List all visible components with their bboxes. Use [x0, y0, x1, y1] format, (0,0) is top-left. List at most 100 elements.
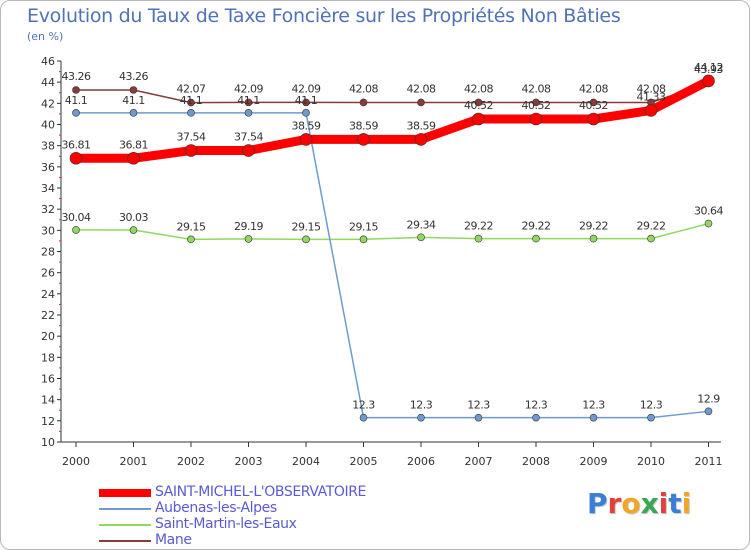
x-tick-label: 2008: [522, 455, 550, 468]
data-point: [647, 413, 655, 422]
data-point: [529, 112, 543, 126]
legend-label: Mane: [155, 532, 192, 548]
y-tick-label: 36: [41, 161, 55, 174]
data-label: 12.3: [352, 399, 375, 412]
data-label: 41.33: [637, 90, 666, 103]
data-label: 40.52: [464, 99, 493, 112]
data-label: 42.07: [177, 83, 206, 96]
data-label: 29.15: [292, 220, 321, 233]
x-tick-label: 2007: [465, 455, 493, 468]
data-label: 41.1: [295, 94, 318, 107]
x-tick-label: 2004: [292, 455, 320, 468]
data-point: [472, 112, 485, 126]
data-point: [302, 235, 310, 244]
y-unit-label: (en %): [27, 30, 64, 43]
data-point: [302, 98, 310, 107]
legend-swatch: [99, 508, 151, 510]
y-tick-label: 24: [41, 288, 55, 301]
data-label: 29.22: [464, 220, 493, 233]
x-tick-label: 2011: [695, 455, 723, 468]
x-tick-label: 2006: [407, 455, 435, 468]
data-point: [704, 407, 713, 416]
data-point: [704, 219, 713, 228]
data-point: [359, 235, 368, 244]
x-tick-label: 2003: [235, 455, 263, 468]
data-label: 41.1: [237, 94, 260, 107]
data-label: 41.1: [180, 94, 203, 107]
x-tick-label: 2002: [177, 455, 205, 468]
data-label: 30.64: [694, 205, 723, 218]
data-point: [129, 226, 138, 234]
data-label: 37.54: [177, 131, 206, 144]
data-label: 29.15: [349, 220, 378, 233]
data-point: [532, 413, 540, 422]
data-label: 29.19: [234, 220, 263, 233]
series-line: [75, 82, 710, 104]
data-label: 42.08: [349, 82, 378, 95]
data-label: 38.59: [349, 119, 378, 132]
data-label: 42.08: [407, 82, 436, 95]
y-tick-label: 30: [41, 224, 55, 237]
data-point: [72, 226, 80, 234]
data-point: [474, 234, 483, 243]
data-label: 12.3: [525, 399, 548, 412]
legend-label: SAINT-MICHEL-L'OBSERVATOIRE: [155, 484, 366, 500]
data-point: [647, 234, 655, 243]
x-tick-label: 2010: [637, 455, 665, 468]
data-point: [417, 233, 425, 242]
y-tick-label: 12: [41, 415, 55, 428]
data-point: [187, 98, 195, 107]
data-label: 38.59: [407, 119, 436, 132]
x-tick-label: 2009: [580, 455, 608, 468]
data-label: 30.03: [119, 211, 148, 224]
chart-title: Evolution du Taux de Taxe Foncière sur l…: [27, 5, 621, 27]
y-tick-label: 44: [41, 76, 55, 89]
y-tick-label: 32: [41, 203, 55, 216]
data-label: 42.09: [292, 82, 321, 95]
data-label: 42.08: [637, 82, 666, 95]
data-label: 42.08: [522, 82, 551, 95]
legend-swatch: [99, 524, 151, 526]
data-label: 36.81: [62, 138, 91, 151]
data-label: 40.52: [579, 99, 608, 112]
data-label: 42.09: [234, 82, 263, 95]
data-label: 12.3: [410, 399, 433, 412]
data-point: [244, 109, 253, 117]
data-point: [644, 104, 658, 117]
data-label: 30.04: [62, 211, 91, 224]
data-label: 12.3: [467, 399, 490, 412]
data-point: [242, 144, 255, 157]
data-point: [532, 98, 540, 107]
y-tick-label: 18: [41, 351, 55, 364]
data-point: [129, 109, 138, 117]
data-label: 29.22: [579, 220, 608, 233]
data-point: [299, 133, 313, 146]
data-label: 37.54: [234, 131, 263, 144]
x-tick-label: 2001: [120, 455, 148, 468]
y-tick-label: 28: [41, 246, 55, 259]
data-label: 29.15: [177, 220, 206, 233]
data-point: [244, 98, 253, 107]
data-label: 12.3: [582, 399, 605, 412]
x-tick-label: 2000: [62, 455, 90, 468]
data-label: 38.59: [292, 119, 321, 132]
data-point: [302, 109, 310, 117]
series-line: [71, 76, 713, 163]
data-label: 41.1: [65, 94, 88, 107]
data-label: 40.52: [522, 99, 551, 112]
x-tick-label: 2005: [350, 455, 378, 468]
data-point: [587, 112, 600, 126]
y-tick-label: 46: [41, 55, 55, 68]
y-tick-label: 16: [41, 373, 55, 386]
data-label: 29.34: [407, 218, 436, 231]
y-tick-label: 38: [41, 140, 55, 153]
data-label: 36.81: [119, 138, 148, 151]
data-point: [414, 133, 428, 146]
series-line: [75, 112, 710, 419]
y-tick-label: 42: [41, 97, 55, 110]
y-tick-label: 26: [41, 267, 55, 280]
data-point: [589, 98, 598, 107]
data-label: 42.08: [464, 82, 493, 95]
data-point: [184, 144, 198, 157]
